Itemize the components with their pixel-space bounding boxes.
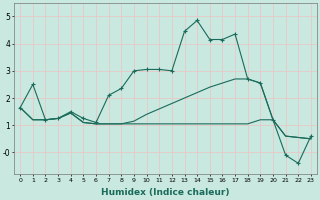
X-axis label: Humidex (Indice chaleur): Humidex (Indice chaleur) [101, 188, 230, 197]
